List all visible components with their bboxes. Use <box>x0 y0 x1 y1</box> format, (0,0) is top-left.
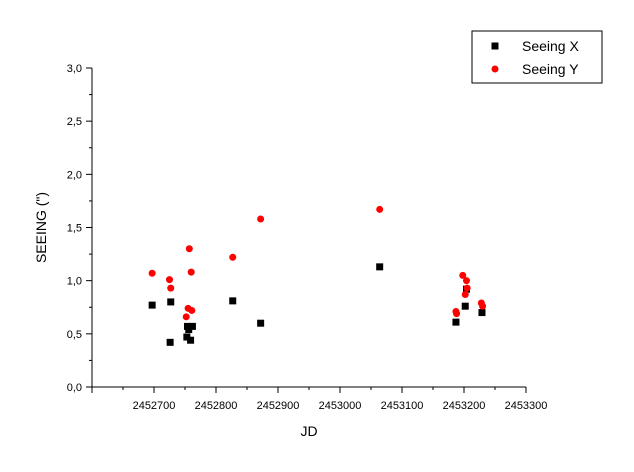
data-point-circle <box>187 268 195 276</box>
data-point-circle <box>479 302 487 310</box>
data-point-square <box>167 298 175 306</box>
y-tick-label: 0,0 <box>67 382 82 394</box>
data-point-circle <box>376 205 384 213</box>
x-axis-ticks: 2452700 2452800 2452900 2453000 2453100 24532… <box>91 387 548 412</box>
legend-items: Seeing X Seeing Y <box>491 38 579 77</box>
data-point-square <box>461 302 469 310</box>
x-axis-title: JD <box>300 423 317 439</box>
y-axis-ticks: 0,0 0,5 1,0 1,5 2,0 2,5 3,0 <box>67 63 92 394</box>
y-tick-label: 2,5 <box>67 116 82 128</box>
data-point-square <box>452 318 460 326</box>
data-point-square <box>376 263 384 271</box>
y-axis-title: SEEING (") <box>33 192 49 263</box>
data-point-circle <box>185 245 193 253</box>
x-tick-label: 2452700 <box>133 400 176 412</box>
legend-label: Seeing Y <box>522 61 579 77</box>
data-point-circle <box>461 290 469 298</box>
legend-marker-square <box>491 42 499 50</box>
y-tick-label: 0,5 <box>67 329 82 341</box>
data-point-circle <box>453 310 461 318</box>
plot-area <box>91 68 526 388</box>
data-point-circle <box>167 284 175 292</box>
data-point-square <box>188 322 196 330</box>
series-1 <box>148 205 487 321</box>
x-tick-label: 2453200 <box>443 400 486 412</box>
legend-label: Seeing X <box>522 38 579 54</box>
x-tick-label: 2453100 <box>381 400 424 412</box>
legend-box <box>471 30 603 84</box>
legend-marker-circle <box>491 65 499 73</box>
data-point-square <box>148 301 156 309</box>
data-point-square <box>229 297 237 305</box>
y-tick-label: 1,0 <box>67 276 82 288</box>
x-tick-label: 2453300 <box>505 400 548 412</box>
data-point-circle <box>462 277 470 285</box>
data-point-circle <box>459 271 467 279</box>
x-tick-label: 2453000 <box>319 400 362 412</box>
data-point-circle <box>182 313 190 321</box>
legend: Seeing X Seeing Y <box>471 30 603 84</box>
data-point-square <box>166 338 174 346</box>
data-point-circle <box>257 215 265 223</box>
data-point-square <box>257 319 265 327</box>
data-point-circle <box>229 253 237 261</box>
x-tick-label: 2452900 <box>257 400 300 412</box>
y-tick-label: 1,5 <box>67 223 82 235</box>
data-point-circle <box>166 276 173 284</box>
y-tick-label: 2,0 <box>67 169 82 181</box>
data-point-circle <box>463 284 471 292</box>
data-point-circle <box>148 269 156 277</box>
data-point-square <box>187 336 195 344</box>
y-tick-label: 3,0 <box>67 63 82 75</box>
data-point-square <box>478 309 486 317</box>
data-point-square <box>183 333 191 341</box>
data-point-square <box>185 326 193 334</box>
series-0 <box>148 263 486 346</box>
series-layer <box>148 205 487 346</box>
data-point-circle <box>188 306 196 314</box>
x-tick-label: 2452800 <box>195 400 238 412</box>
